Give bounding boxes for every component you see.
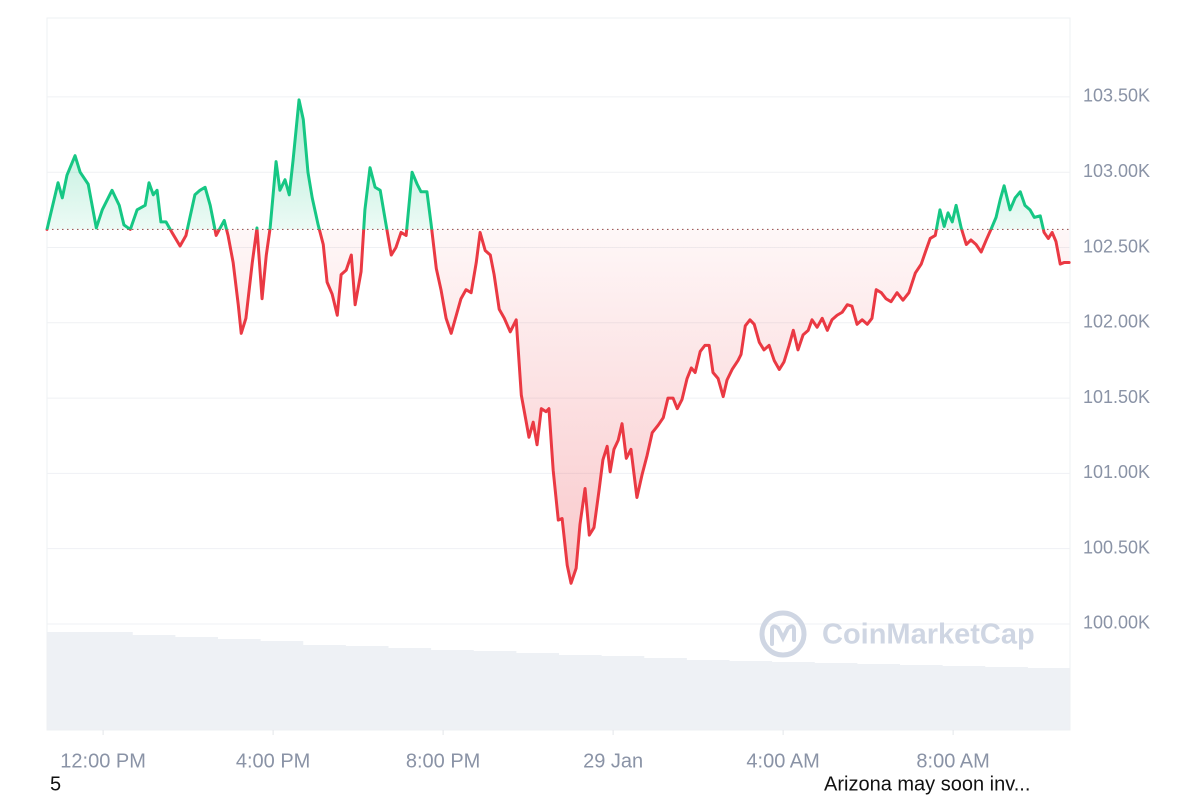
x-tick-label: 29 Jan: [583, 750, 643, 772]
x-tick-label: 4:00 PM: [236, 750, 310, 772]
watermark-text: CoinMarketCap: [822, 619, 1035, 651]
volume-bar: [132, 635, 176, 730]
footer-right[interactable]: Arizona may soon inv...: [824, 773, 1030, 795]
watermark-logo-mark: [770, 624, 796, 646]
volume-bar: [47, 632, 91, 730]
volume-bar: [814, 663, 858, 730]
volume-bar: [515, 653, 559, 730]
price-area: [47, 99, 1070, 584]
volume-bar: [345, 646, 389, 730]
y-tick-label: 103.50K: [1083, 86, 1150, 106]
x-tick-label: 8:00 PM: [406, 750, 480, 772]
volume-bar: [473, 651, 517, 730]
volume-bar: [729, 661, 773, 730]
volume-bar: [430, 650, 474, 730]
plot-frame: [46, 17, 1071, 731]
y-tick-label: 102.50K: [1083, 236, 1150, 256]
x-tick-label: 4:00 AM: [746, 750, 819, 772]
y-tick-label: 100.50K: [1083, 537, 1150, 557]
volume-bar: [260, 641, 304, 730]
volume-bar: [899, 665, 943, 730]
volume-bar: [217, 639, 261, 730]
y-tick-label: 100.00K: [1083, 613, 1150, 633]
volume-bar: [601, 656, 645, 730]
volume-bar: [89, 632, 133, 730]
x-tick-label: 8:00 AM: [916, 750, 989, 772]
volume-bar: [942, 666, 986, 730]
volume-bar: [174, 637, 218, 730]
volume-bar: [686, 660, 730, 730]
footer-left: 5: [50, 773, 61, 795]
volume-bar: [984, 667, 1028, 730]
volume-bar: [558, 655, 602, 730]
price-line: [45, 98, 1071, 585]
volume-bar: [856, 664, 900, 730]
y-tick-label: 103.00K: [1083, 161, 1150, 181]
volume-bar: [771, 662, 815, 730]
watermark-logo: [759, 610, 807, 658]
y-tick-label: 101.00K: [1083, 462, 1150, 482]
y-tick-label: 101.50K: [1083, 387, 1150, 407]
x-tick-label: 12:00 PM: [60, 750, 146, 772]
volume-bar: [388, 648, 432, 730]
y-tick-label: 102.00K: [1083, 312, 1150, 332]
volume-bar: [1027, 668, 1071, 730]
volume-bar: [302, 645, 346, 730]
volume-bar: [643, 658, 687, 730]
watermark: CoinMarketCap: [759, 610, 1035, 658]
